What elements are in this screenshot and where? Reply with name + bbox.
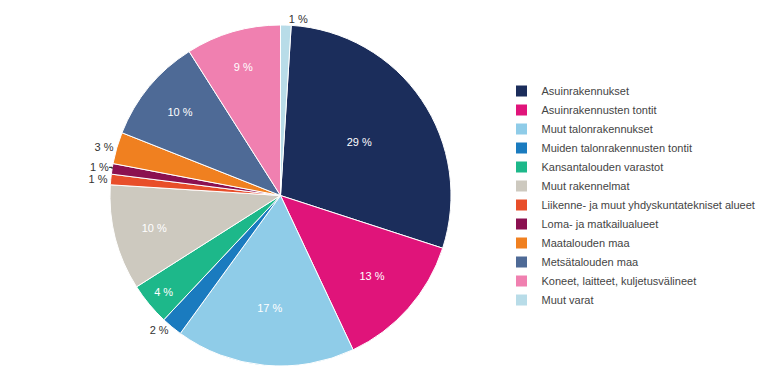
svg-text:Muut rakennelmat: Muut rakennelmat (542, 180, 630, 192)
svg-text:Kansantalouden varastot: Kansantalouden varastot (542, 161, 664, 173)
svg-text:Loma- ja matkailualueet: Loma- ja matkailualueet (542, 218, 659, 230)
svg-text:17 %: 17 % (257, 302, 282, 314)
svg-text:1 %: 1 % (90, 161, 109, 173)
svg-text:Muiden talonrakennusten tontit: Muiden talonrakennusten tontit (542, 142, 692, 154)
svg-text:Koneet, laitteet, kuljetusväli: Koneet, laitteet, kuljetusvälineet (542, 275, 697, 287)
svg-text:Muut talonrakennukset: Muut talonrakennukset (542, 123, 653, 135)
svg-text:29 %: 29 % (347, 136, 372, 148)
svg-text:Metsätalouden maa: Metsätalouden maa (542, 256, 639, 268)
svg-text:1 %: 1 % (89, 173, 108, 185)
svg-text:1 %: 1 % (289, 13, 308, 25)
svg-text:3 %: 3 % (95, 141, 114, 153)
svg-text:Asuinrakennukset: Asuinrakennukset (542, 85, 629, 97)
svg-text:10 %: 10 % (167, 106, 192, 118)
svg-text:Asuinrakennusten tontit: Asuinrakennusten tontit (542, 104, 657, 116)
svg-text:9 %: 9 % (234, 61, 253, 73)
svg-text:Muut varat: Muut varat (542, 294, 594, 306)
svg-text:10 %: 10 % (142, 222, 167, 234)
svg-text:13 %: 13 % (359, 270, 384, 282)
svg-text:4 %: 4 % (154, 286, 173, 298)
svg-text:2 %: 2 % (150, 324, 169, 336)
svg-text:Liikenne- ja muut yhdyskuntate: Liikenne- ja muut yhdyskuntatekniset alu… (542, 199, 755, 211)
svg-text:Maatalouden maa: Maatalouden maa (542, 237, 631, 249)
